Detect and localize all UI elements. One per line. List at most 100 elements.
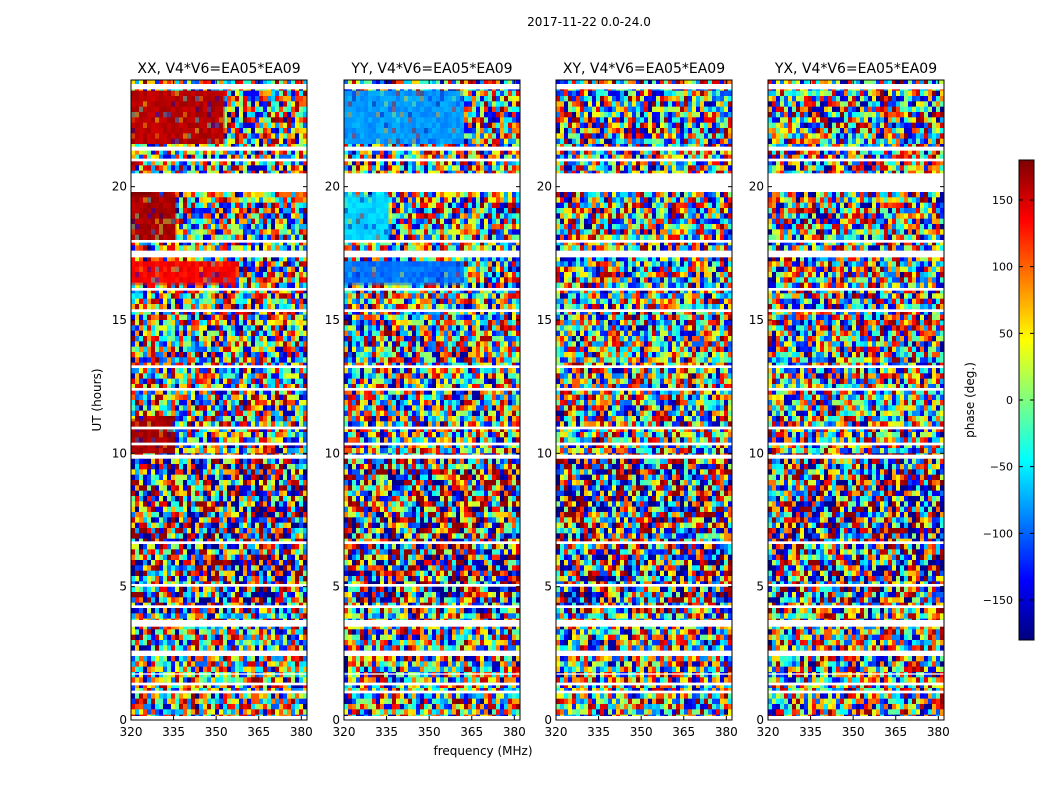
y-tick-label: 0 [332,713,340,727]
flagged-band-3 [344,682,520,686]
y-tick-label: 15 [537,313,552,327]
y-tick-label: 5 [119,580,127,594]
y-tick-label: 10 [537,446,552,460]
y-tick-label: 5 [544,580,552,594]
flagged-band-22 [131,84,307,90]
flagged-band-19 [768,173,944,192]
flagged-band-17 [131,250,307,258]
x-tick-label: 380 [927,725,950,739]
flagged-band-22 [556,84,732,90]
flagged-band-12 [131,426,307,430]
flagged-band-11 [556,442,732,446]
y-tick-label: 5 [756,580,764,594]
colorbar-tick-label: −50 [990,461,1013,474]
flagged-band-2 [768,690,944,694]
x-tick-label: 365 [884,725,907,739]
panel-title: YX, V4*V6=EA05*EA09 [774,61,937,77]
flagged-band-1 [344,716,520,720]
flagged-band-9 [556,541,732,544]
x-tick-label: 320 [120,725,143,739]
coherent-block-4 [131,418,174,454]
y-tick-label: 10 [112,446,127,460]
x-tick-label: 380 [503,725,526,739]
flagged-band-22 [344,84,520,90]
flagged-band-9 [131,541,307,544]
y-tick-label: 15 [325,313,340,327]
flagged-band-2 [556,690,732,694]
flagged-band-12 [556,426,732,430]
flagged-band-13 [768,388,944,391]
y-tick-label: 0 [119,713,127,727]
flagged-band-15 [768,309,944,312]
flagged-band-13 [131,388,307,391]
flagged-band-16 [131,288,307,291]
flagged-band-9 [344,541,520,544]
flagged-band-6 [344,620,520,627]
flagged-band-15 [131,309,307,312]
colorbar-tick-label: 150 [992,194,1013,207]
flagged-band-19 [344,173,520,192]
flagged-band-7 [344,605,520,608]
y-tick-label: 0 [544,713,552,727]
flagged-band-7 [131,605,307,608]
flagged-band-2 [344,690,520,694]
flagged-band-2 [131,690,307,694]
flagged-band-22 [768,84,944,90]
flagged-band-5 [556,650,732,656]
coherent-block-3 [131,194,177,240]
flagged-band-18 [131,240,307,243]
flagged-band-18 [344,240,520,243]
x-tick-label: 335 [162,725,185,739]
flagged-band-10 [768,454,944,459]
flagged-band-20 [344,158,520,162]
flagged-band-19 [131,173,307,192]
flagged-band-6 [768,620,944,627]
colorbar-tick-label: −100 [983,527,1013,540]
flagged-band-10 [344,454,520,459]
flagged-band-3 [768,682,944,686]
figure-suptitle: 2017-11-22 0.0-24.0 [527,15,651,29]
flagged-band-12 [768,426,944,430]
x-tick-label: 335 [587,725,610,739]
x-tick-label: 365 [672,725,695,739]
colorbar-label: phase (deg.) [963,362,977,438]
panels: XX, V4*V6=EA05*EA09 320 335 350 365 380 0 5 10 15… [112,61,950,739]
x-tick-label: 350 [842,725,865,739]
flagged-band-17 [768,250,944,258]
flagged-band-10 [556,454,732,459]
panel-xx: XX, V4*V6=EA05*EA09 320 335 350 365 380 0 5 10 15… [112,61,313,739]
flagged-band-16 [556,288,732,291]
colorbar-ticks: 150 100 50 0 −50 −100 −150 [983,194,1034,607]
flagged-band-16 [768,288,944,291]
flagged-band-5 [344,650,520,656]
flagged-band-20 [768,158,944,162]
colorbar-tick-label: −150 [983,594,1013,607]
flagged-band-18 [768,240,944,243]
panel-yx: YX, V4*V6=EA05*EA09 320 335 350 365 380 0 5 10 15… [749,61,950,739]
panel-title: XX, V4*V6=EA05*EA09 [137,61,300,77]
flagged-band-18 [556,240,732,243]
flagged-band-8 [556,584,732,587]
flagged-band-9 [768,541,944,544]
x-tick-label: 380 [290,725,313,739]
flagged-band-14 [556,365,732,368]
flagged-band-17 [556,250,732,258]
flagged-band-10 [131,454,307,459]
panel-frame [555,79,733,721]
y-tick-label: 20 [537,180,552,194]
flagged-band-3 [556,682,732,686]
y-tick-label: 5 [332,580,340,594]
x-tick-label: 365 [247,725,270,739]
x-tick-label: 335 [375,725,398,739]
panel-title: XY, V4*V6=EA05*EA09 [563,61,725,77]
flagged-band-21 [556,146,732,151]
panel-xy: XY, V4*V6=EA05*EA09 320 335 350 365 380 0 5 10 15… [537,61,738,739]
colorbar-tick-label: 100 [992,261,1013,274]
y-tick-label: 15 [112,313,127,327]
x-tick-label: 320 [757,725,780,739]
y-tick-label: 0 [756,713,764,727]
flagged-band-4 [768,673,944,675]
flagged-band-8 [768,584,944,587]
x-tick-label: 350 [205,725,228,739]
flagged-band-15 [344,309,520,312]
